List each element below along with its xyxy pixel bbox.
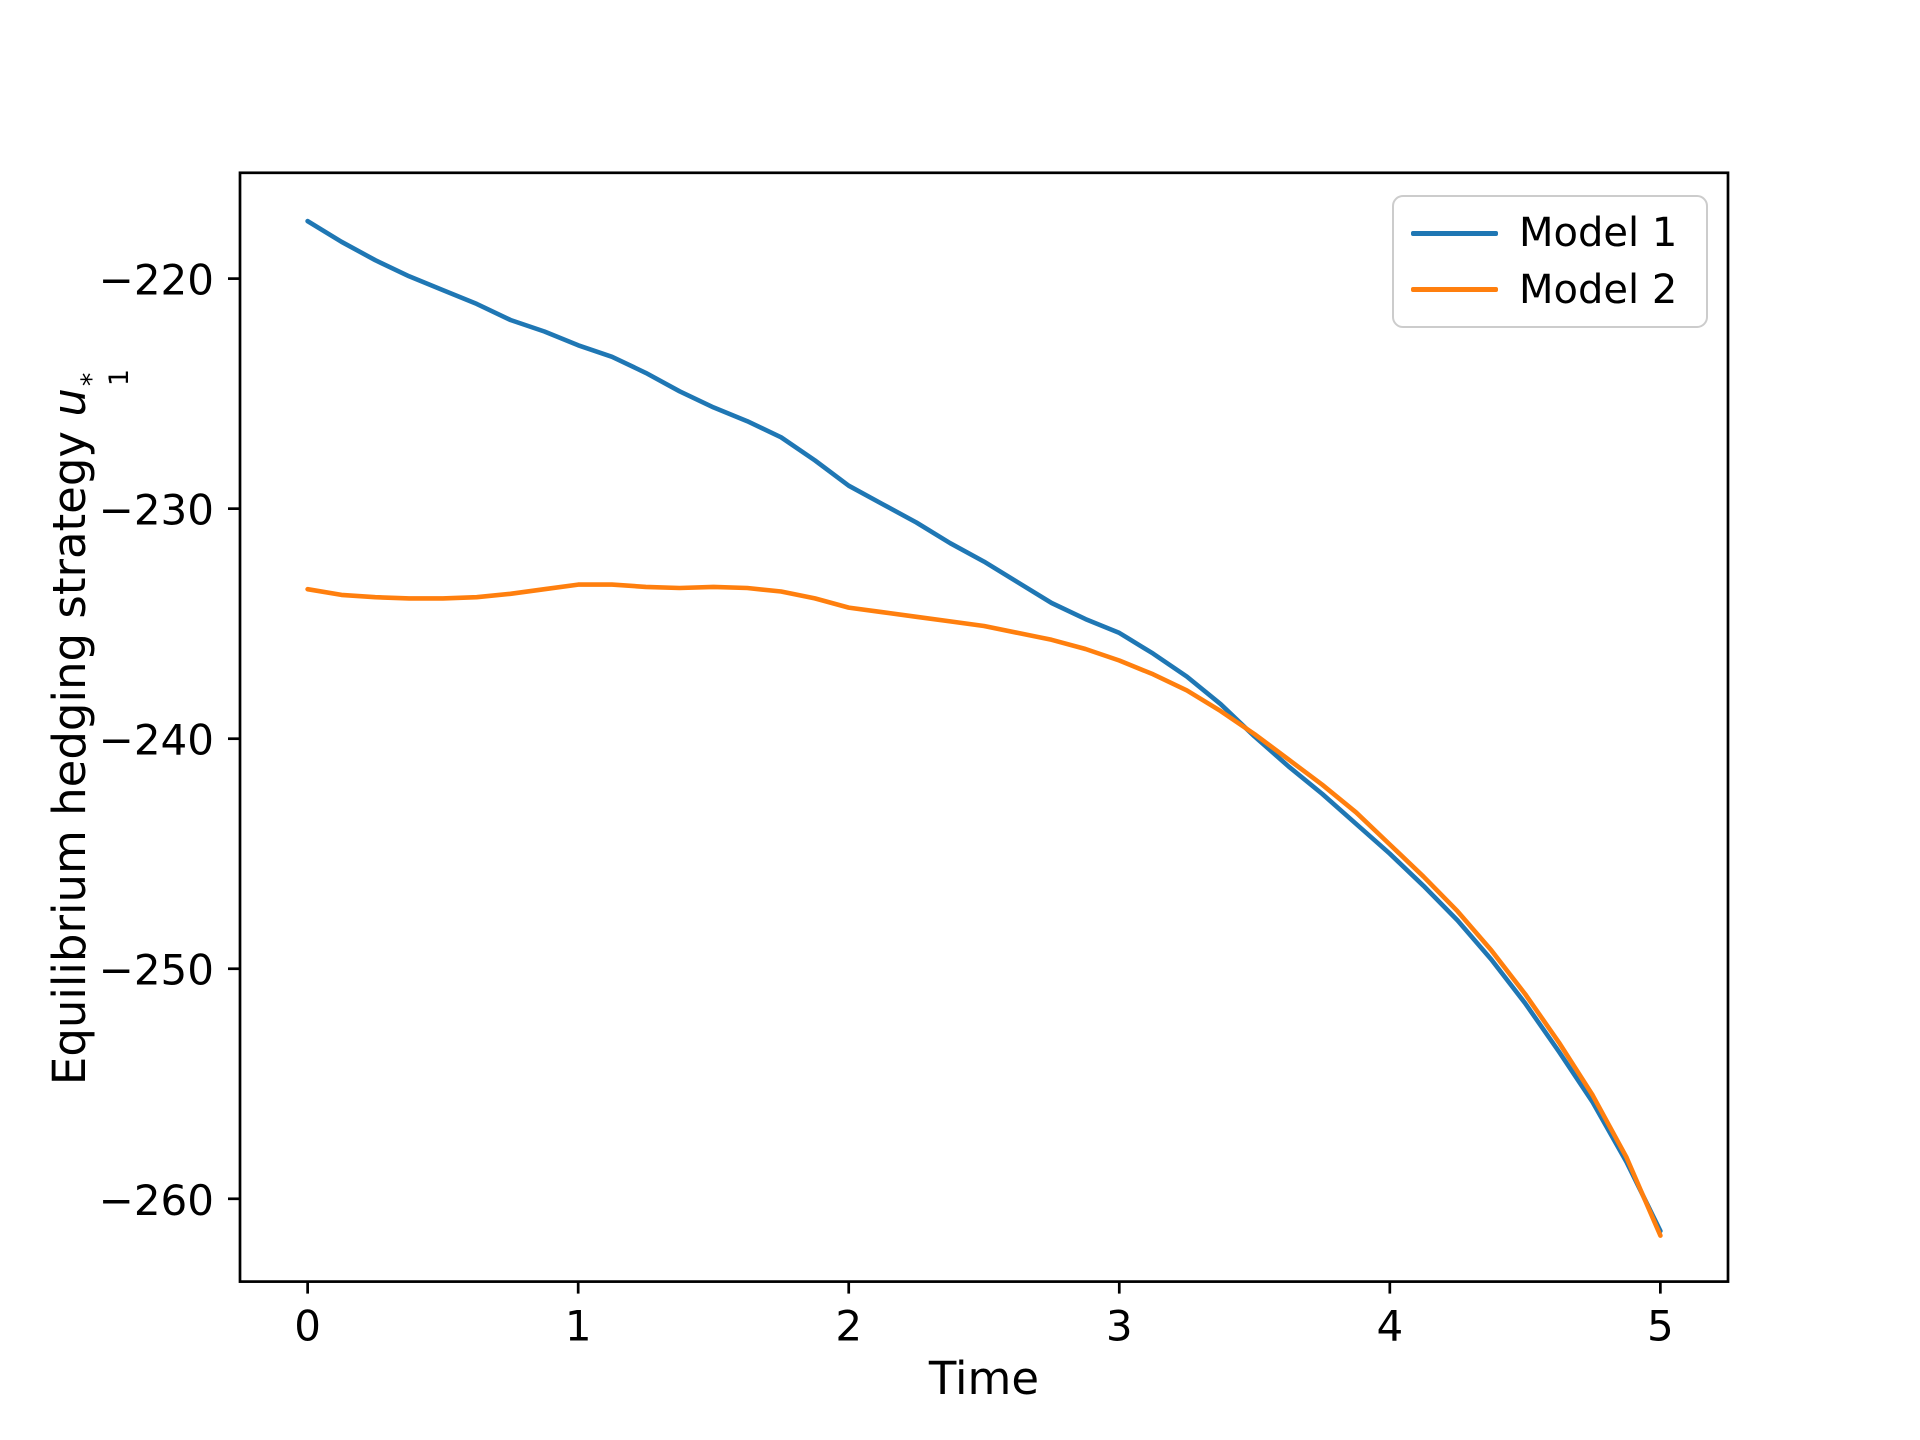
x-tick-label: 5 [1647, 1302, 1674, 1351]
x-tick-label: 1 [565, 1302, 592, 1351]
legend-item-model-2: Model 2 [1411, 270, 1706, 310]
x-tick-label: 3 [1106, 1302, 1133, 1351]
x-tick-label: 2 [835, 1302, 862, 1351]
y-axis-label-sub: 1 [104, 368, 136, 387]
legend-label-model-2: Model 2 [1519, 266, 1678, 313]
x-axis-label: Time [928, 1352, 1040, 1405]
legend-label-model-1: Model 1 [1519, 210, 1678, 257]
y-tick-label: −260 [99, 1176, 214, 1225]
y-tick-label: −230 [99, 486, 214, 535]
legend-line-sample-model-2 [1411, 287, 1498, 292]
series-line-model-1 [305, 218, 1663, 1234]
plot-border [238, 171, 1730, 1283]
y-tick-label: −220 [99, 256, 214, 305]
legend-line-sample-model-1 [1411, 231, 1498, 236]
series-line-model-2 [305, 582, 1663, 1238]
legend: Model 1 Model 2 [1392, 195, 1708, 328]
y-axis-label-sup: * [75, 372, 107, 387]
y-axis-label-subsup: * 1 [75, 368, 136, 387]
y-axis-label-text: Equilibrium hedging strategy [43, 416, 96, 1086]
y-axis-label-symbol: u [43, 388, 96, 417]
y-tick-label: −250 [99, 946, 214, 995]
y-tick-label: −240 [99, 716, 214, 765]
y-axis-label: Equilibrium hedging strategy u * 1 [38, 27, 135, 1427]
legend-item-model-1: Model 1 [1411, 213, 1706, 253]
x-tick-label: 0 [294, 1302, 321, 1351]
x-tick-label: 4 [1376, 1302, 1403, 1351]
